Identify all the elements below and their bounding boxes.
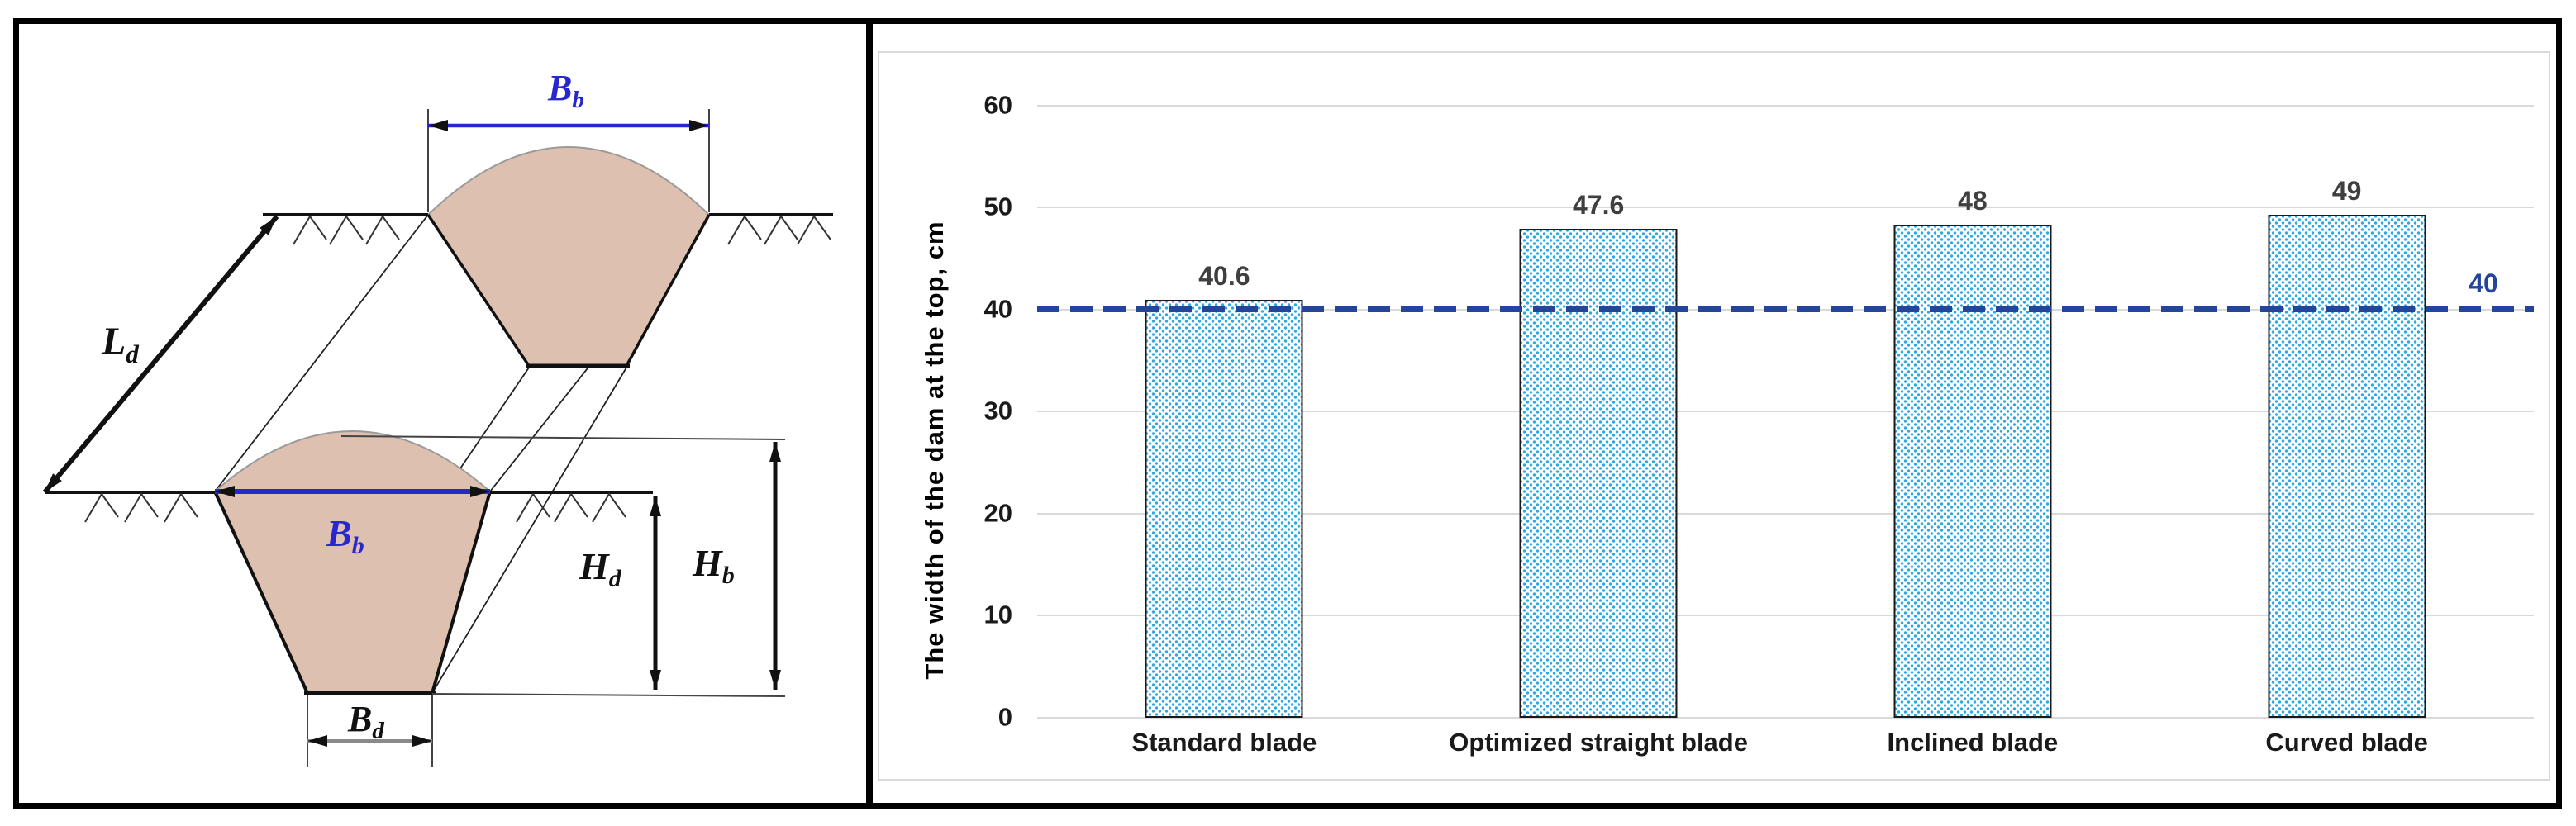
category-label: Curved blade	[2265, 728, 2428, 757]
chart-area-border	[878, 51, 2550, 781]
dimension-arrow-length	[42, 215, 279, 494]
bar-slot: 49	[2159, 55, 2534, 718]
reference-line-label: 40	[2469, 268, 2498, 298]
dam-diagram: Ld Bb Bb Hd Hb Bd	[42, 68, 833, 767]
y-tick-label-50: 50	[983, 192, 1012, 221]
bar-optimized-straight-blade	[1519, 228, 1678, 718]
bar-inclined-blade	[1893, 225, 2052, 718]
y-tick-label-30: 30	[983, 396, 1012, 425]
bar-slot: 47.6	[1412, 55, 1786, 718]
gridline-50	[1037, 206, 2534, 209]
reference-line	[1037, 306, 2534, 313]
category-label: Standard blade	[1131, 728, 1317, 757]
bar-value-label: 47.6	[1572, 189, 1625, 220]
y-tick-label-0: 0	[998, 702, 1012, 732]
bar-value-label: 40.6	[1198, 261, 1250, 292]
soil-hatch-marks	[84, 215, 831, 523]
bar-slot: 48	[1786, 55, 2160, 718]
dam-diagram-panel: Ld Bb Bb Hd Hb Bd	[19, 24, 866, 803]
plot-area: 40 0 10 20 30 40 50 60 40.6 47.6 48 49	[984, 55, 2534, 731]
bar-slot: 40.6	[1037, 55, 1412, 718]
label-length: Ld	[101, 320, 139, 368]
gridline-30	[1037, 411, 2534, 413]
figure-frame: Ld Bb Bb Hd Hb Bd The width of the dam a…	[13, 18, 2562, 809]
panel-divider	[866, 24, 873, 803]
bar-curved-blade	[2268, 214, 2426, 718]
y-axis-title: The width of the dam at the top, cm	[920, 221, 949, 680]
dam-front-shape	[215, 431, 490, 693]
bar-standard-blade	[1145, 300, 1303, 718]
bar-value-label: 49	[2331, 175, 2362, 206]
dam-back-edges	[426, 214, 711, 368]
gridline-0	[1037, 717, 2534, 719]
bar-value-label: 48	[1958, 186, 1988, 216]
dam-front-edges	[213, 491, 492, 695]
extension-lines	[307, 109, 786, 767]
label-bottom-width: Bd	[347, 699, 384, 744]
label-dam-height: Hd	[579, 545, 622, 592]
label-top-width-front: Bb	[326, 512, 364, 559]
ground-lines	[45, 213, 833, 494]
gridline-60	[1037, 104, 2534, 107]
x-axis-category-labels: Standard blade Optimized straight blade In…	[1037, 728, 2534, 757]
category-label: Optimized straight blade	[1449, 728, 1748, 757]
gridline-10	[1037, 615, 2534, 617]
gridline-20	[1037, 512, 2534, 515]
dam-back-crest-arc	[427, 146, 710, 216]
label-total-height: Hb	[692, 542, 735, 589]
y-tick-label-40: 40	[983, 294, 1012, 324]
chart-panel: The width of the dam at the top, cm 40 0…	[873, 24, 2556, 803]
y-tick-label-20: 20	[983, 498, 1012, 528]
y-tick-label-60: 60	[983, 90, 1012, 120]
y-tick-label-10: 10	[983, 600, 1012, 629]
label-top-width-back: Bb	[547, 68, 584, 113]
dam-back-shape	[428, 147, 709, 366]
category-label: Inclined blade	[1887, 728, 2059, 757]
